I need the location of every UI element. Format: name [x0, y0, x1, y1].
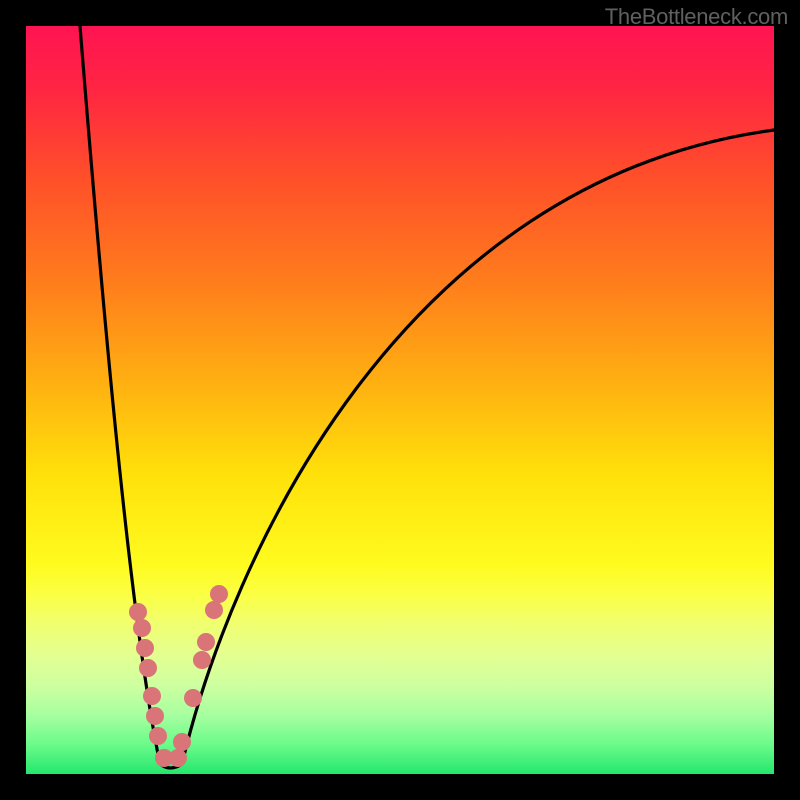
marker-point	[174, 734, 191, 751]
marker-point	[211, 586, 228, 603]
marker-point	[134, 620, 151, 637]
chart-background-gradient	[26, 26, 774, 774]
bottleneck-curve-chart	[0, 0, 800, 800]
marker-point	[198, 634, 215, 651]
marker-point	[185, 690, 202, 707]
marker-point	[130, 604, 147, 621]
marker-point	[170, 750, 187, 767]
chart-container: TheBottleneck.com	[0, 0, 800, 800]
marker-point	[194, 652, 211, 669]
watermark-text: TheBottleneck.com	[605, 4, 788, 30]
marker-point	[144, 688, 161, 705]
marker-point	[137, 640, 154, 657]
marker-point	[206, 602, 223, 619]
marker-point	[140, 660, 157, 677]
marker-point	[147, 708, 164, 725]
marker-point	[150, 728, 167, 745]
